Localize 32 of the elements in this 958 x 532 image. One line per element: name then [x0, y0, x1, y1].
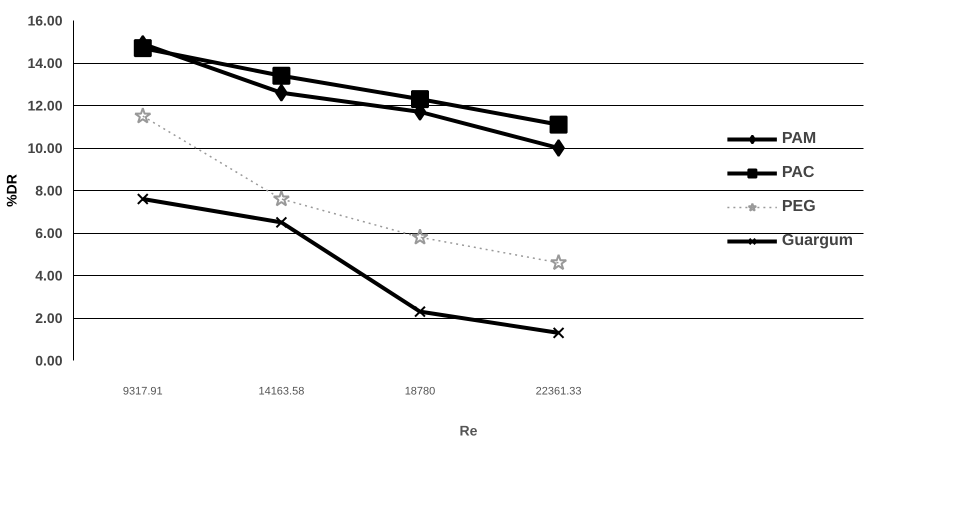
- point: [134, 107, 152, 124]
- point: [275, 216, 288, 228]
- point: [550, 116, 568, 134]
- x-tick-label: 22361.33: [536, 386, 582, 398]
- x-tick-label: 9317.91: [122, 386, 163, 398]
- point: [410, 90, 429, 108]
- legend-label: Guargum: [782, 232, 853, 250]
- point: [550, 254, 568, 270]
- y-tick-label: 12.00: [27, 98, 63, 114]
- point: [275, 84, 288, 102]
- legend-label: PAM: [782, 130, 816, 148]
- y-tick-label: 8.00: [35, 182, 63, 198]
- point: [552, 326, 565, 339]
- y-tick-label: 2.00: [35, 310, 63, 326]
- x-tick-label: 18780: [404, 386, 436, 398]
- y-tick-label: 0.00: [35, 352, 63, 368]
- x-tick-label: 14163.58: [258, 386, 304, 398]
- y-tick-label: 6.00: [35, 225, 63, 241]
- point: [411, 228, 429, 245]
- x-axis-title: Re: [460, 422, 478, 438]
- legend-label: PEG: [782, 198, 816, 216]
- point: [272, 190, 290, 206]
- y-tick-label: 16.00: [27, 12, 63, 28]
- y-tick-label: 10.00: [27, 140, 63, 156]
- point: [272, 66, 290, 85]
- point: [136, 193, 149, 205]
- y-tick-label: 14.00: [27, 55, 63, 71]
- point: [552, 139, 565, 157]
- legend-label: PAC: [782, 164, 814, 182]
- y-axis-title: %DR: [3, 174, 20, 207]
- point: [414, 306, 426, 318]
- y-tick-label: 4.00: [35, 268, 63, 284]
